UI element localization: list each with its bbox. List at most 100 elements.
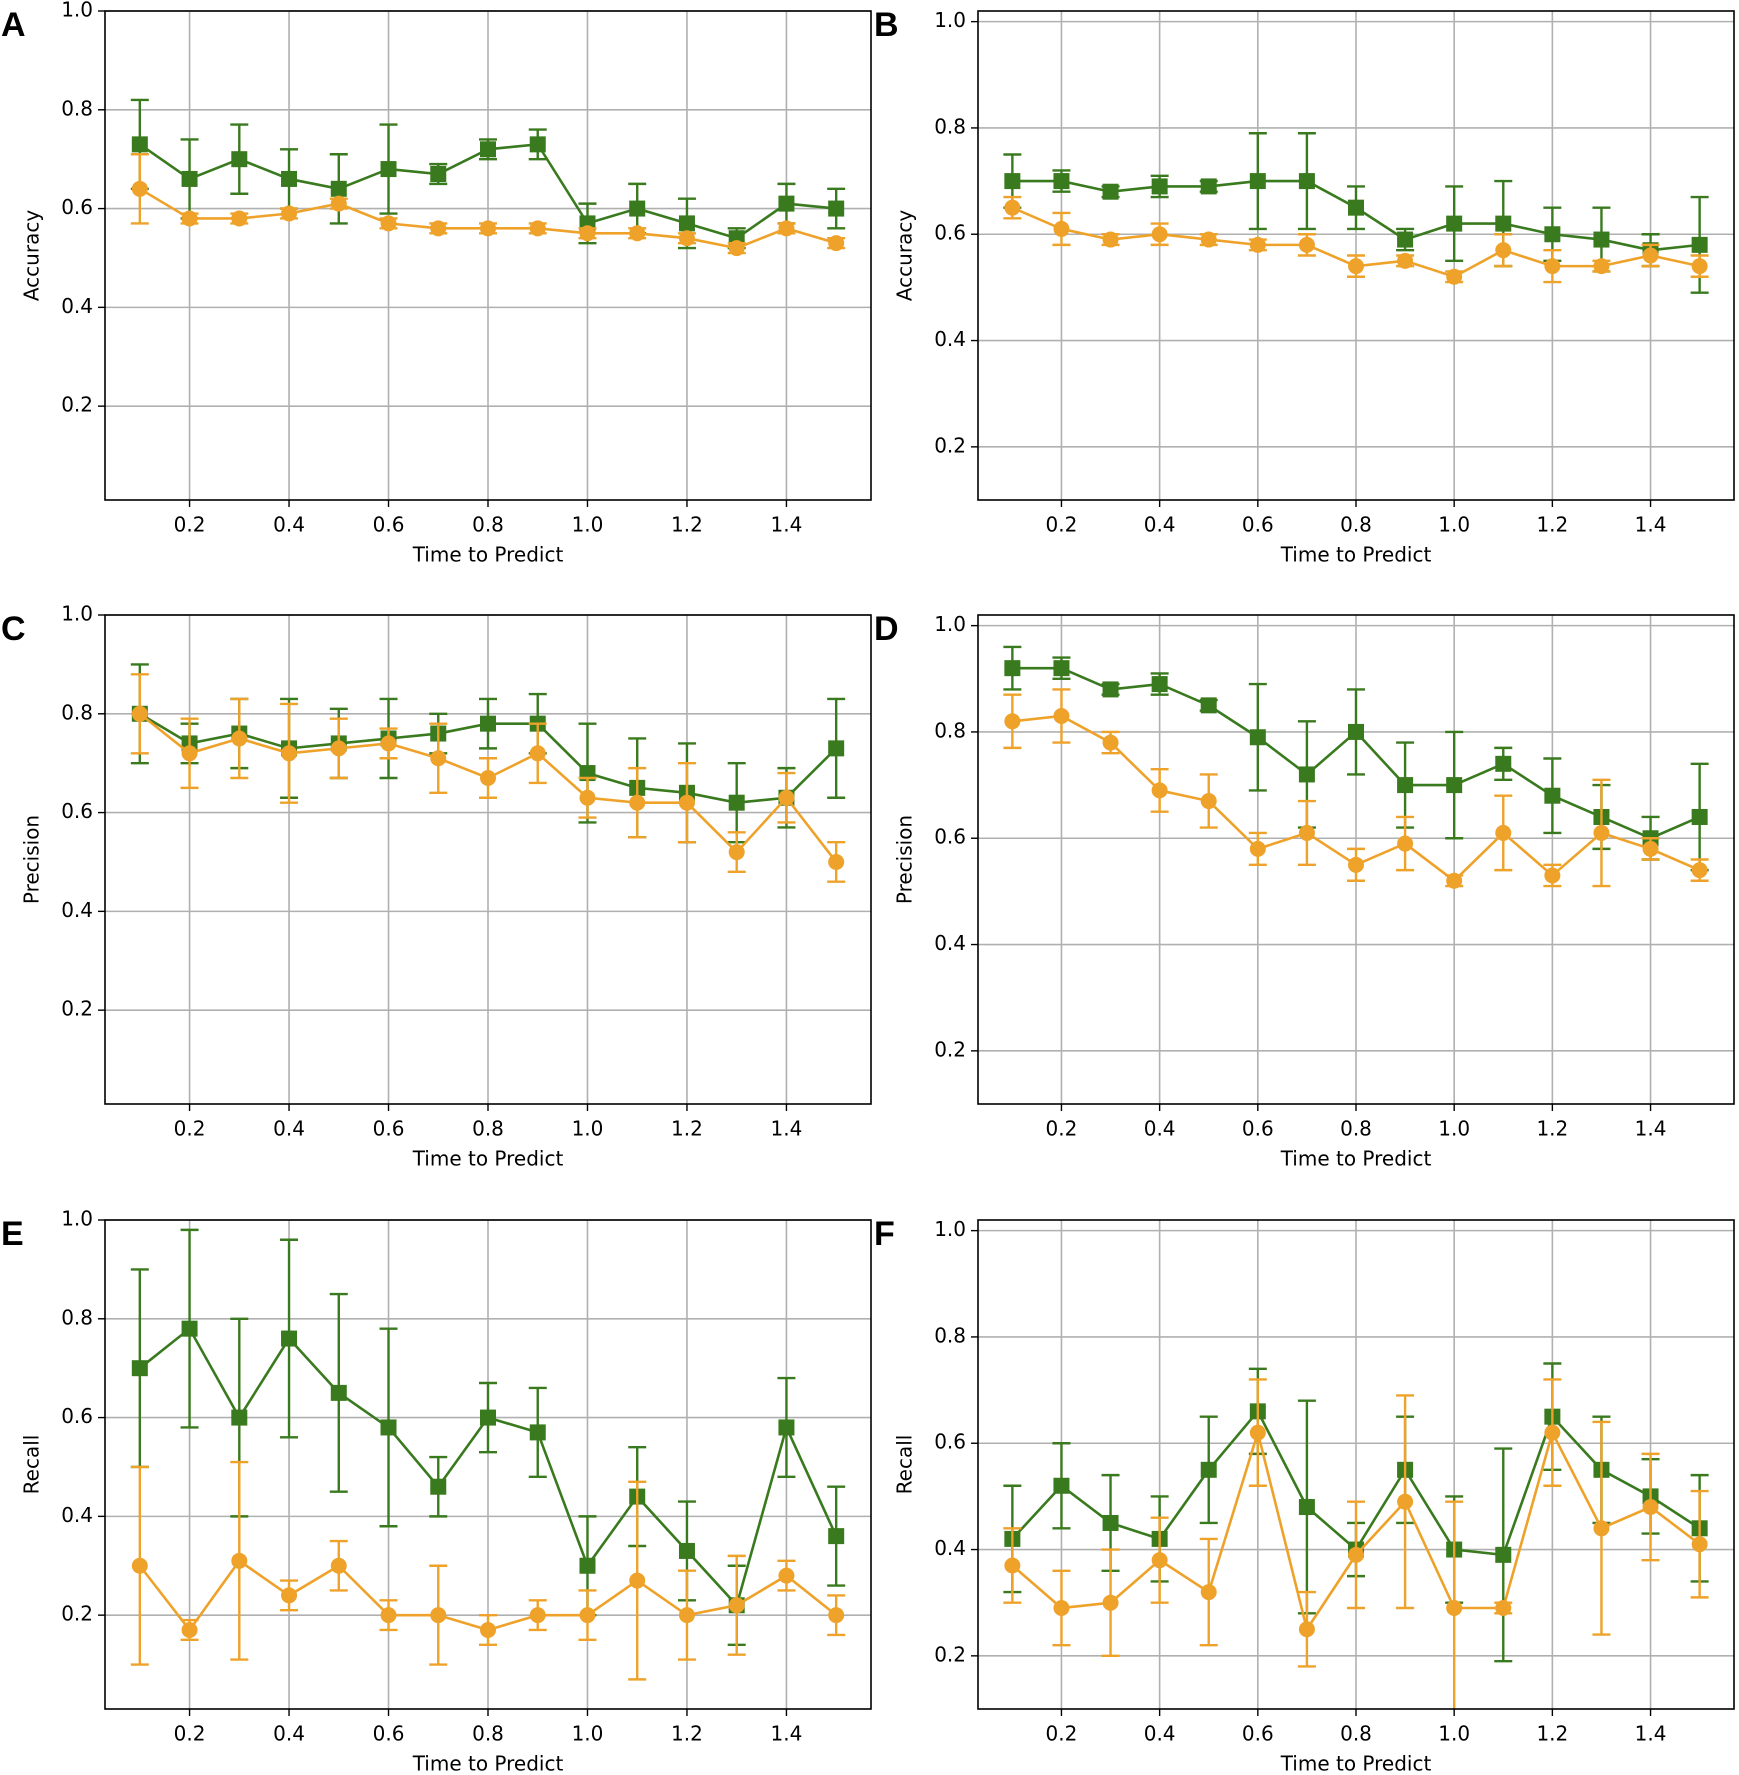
y-tick-label: 0.8 bbox=[934, 1323, 966, 1347]
marker bbox=[1200, 178, 1217, 195]
x-tick-label: 1.2 bbox=[671, 1722, 703, 1746]
y-tick-label: 0.2 bbox=[934, 433, 966, 457]
marker bbox=[380, 215, 397, 232]
plot-area bbox=[1003, 1362, 1709, 1709]
marker bbox=[529, 136, 546, 153]
x-tick-label: 0.4 bbox=[273, 1117, 305, 1141]
plot-area bbox=[130, 98, 846, 257]
marker bbox=[1544, 226, 1561, 243]
marker bbox=[1397, 1493, 1414, 1510]
marker bbox=[430, 1478, 447, 1495]
marker bbox=[1495, 1600, 1512, 1617]
marker bbox=[579, 1607, 596, 1624]
marker bbox=[629, 1572, 646, 1589]
marker bbox=[181, 745, 198, 762]
panel-label: C bbox=[1, 610, 26, 648]
marker bbox=[1151, 226, 1168, 243]
y-tick-label: 0.8 bbox=[61, 96, 93, 120]
marker bbox=[1397, 835, 1414, 852]
marker bbox=[1200, 697, 1217, 714]
plot-area bbox=[130, 663, 846, 883]
y-tick-label: 0.8 bbox=[61, 1305, 93, 1329]
x-tick-label: 1.2 bbox=[1536, 513, 1568, 537]
marker bbox=[1348, 258, 1364, 275]
x-tick-label: 1.0 bbox=[1438, 1722, 1470, 1746]
marker bbox=[330, 195, 347, 212]
marker bbox=[828, 740, 845, 757]
marker bbox=[131, 1557, 148, 1574]
marker bbox=[1298, 236, 1315, 253]
marker bbox=[1249, 1424, 1266, 1441]
panel-label: F bbox=[874, 1215, 895, 1253]
marker bbox=[1446, 215, 1463, 232]
y-tick-label: 0.4 bbox=[61, 1503, 93, 1527]
marker bbox=[1348, 723, 1364, 740]
marker bbox=[480, 141, 496, 158]
x-tick-label: 1.0 bbox=[572, 513, 604, 537]
marker bbox=[1691, 1536, 1708, 1553]
panel: 0.2 0.4 0.6 0.8 1.0 1.2 1.4 0.2 0.4 0.6 0.8 1.0 Time… bbox=[874, 1215, 1735, 1775]
marker bbox=[1053, 707, 1070, 724]
panel-label: B bbox=[874, 6, 899, 44]
plot-area bbox=[1003, 132, 1709, 294]
x-tick-label: 1.4 bbox=[771, 1117, 803, 1141]
panel-label: E bbox=[1, 1215, 24, 1253]
x-tick-label: 0.4 bbox=[1144, 513, 1176, 537]
x-tick-label: 1.2 bbox=[1536, 1722, 1568, 1746]
x-tick-label: 0.4 bbox=[273, 513, 305, 537]
marker bbox=[1348, 1546, 1364, 1563]
marker bbox=[1544, 258, 1561, 275]
marker bbox=[728, 844, 745, 861]
x-tick-label: 1.4 bbox=[771, 513, 803, 537]
marker bbox=[1642, 247, 1659, 264]
marker bbox=[828, 853, 845, 870]
y-tick-label: 1.0 bbox=[61, 602, 93, 626]
marker bbox=[380, 1607, 397, 1624]
marker bbox=[1249, 236, 1266, 253]
marker bbox=[1004, 199, 1021, 216]
marker bbox=[1298, 1499, 1315, 1516]
marker bbox=[1102, 681, 1119, 698]
x-tick-label: 0.8 bbox=[472, 1117, 504, 1141]
marker bbox=[131, 1360, 148, 1377]
x-tick-label: 1.4 bbox=[1635, 1722, 1667, 1746]
y-tick-label: 0.4 bbox=[934, 931, 966, 955]
marker bbox=[1397, 777, 1414, 794]
marker bbox=[778, 789, 795, 806]
y-axis-label: Accuracy bbox=[20, 210, 44, 301]
y-tick-label: 0.2 bbox=[934, 1642, 966, 1666]
marker bbox=[1348, 856, 1364, 873]
marker bbox=[678, 1607, 695, 1624]
marker bbox=[1593, 1520, 1610, 1537]
x-tick-label: 1.4 bbox=[1635, 1117, 1667, 1141]
marker bbox=[281, 745, 298, 762]
marker bbox=[1397, 231, 1414, 248]
y-axis-label: Accuracy bbox=[893, 210, 917, 301]
panel: 0.2 0.4 0.6 0.8 1.0 1.2 1.4 0.2 0.4 0.6 0.8 1.0 Time… bbox=[1, 0, 872, 567]
marker bbox=[1151, 676, 1168, 693]
x-tick-label: 0.8 bbox=[1340, 1117, 1372, 1141]
marker bbox=[778, 195, 795, 212]
marker bbox=[1691, 236, 1708, 253]
marker bbox=[1102, 1594, 1119, 1611]
x-tick-label: 0.2 bbox=[174, 1722, 206, 1746]
marker bbox=[1102, 183, 1119, 200]
marker bbox=[330, 180, 347, 197]
marker bbox=[131, 136, 148, 153]
marker bbox=[1298, 824, 1315, 841]
marker bbox=[430, 1607, 447, 1624]
x-tick-label: 0.8 bbox=[472, 1722, 504, 1746]
marker bbox=[1642, 840, 1659, 857]
marker bbox=[1691, 808, 1708, 825]
marker bbox=[281, 170, 298, 187]
marker bbox=[1544, 1424, 1561, 1441]
y-tick-label: 1.0 bbox=[934, 612, 966, 636]
marker bbox=[430, 750, 447, 767]
marker bbox=[1004, 713, 1021, 730]
marker bbox=[330, 1384, 347, 1401]
marker bbox=[1053, 1600, 1070, 1617]
axes-frame bbox=[977, 10, 1735, 501]
marker bbox=[1397, 252, 1414, 269]
y-tick-label: 0.8 bbox=[61, 700, 93, 724]
